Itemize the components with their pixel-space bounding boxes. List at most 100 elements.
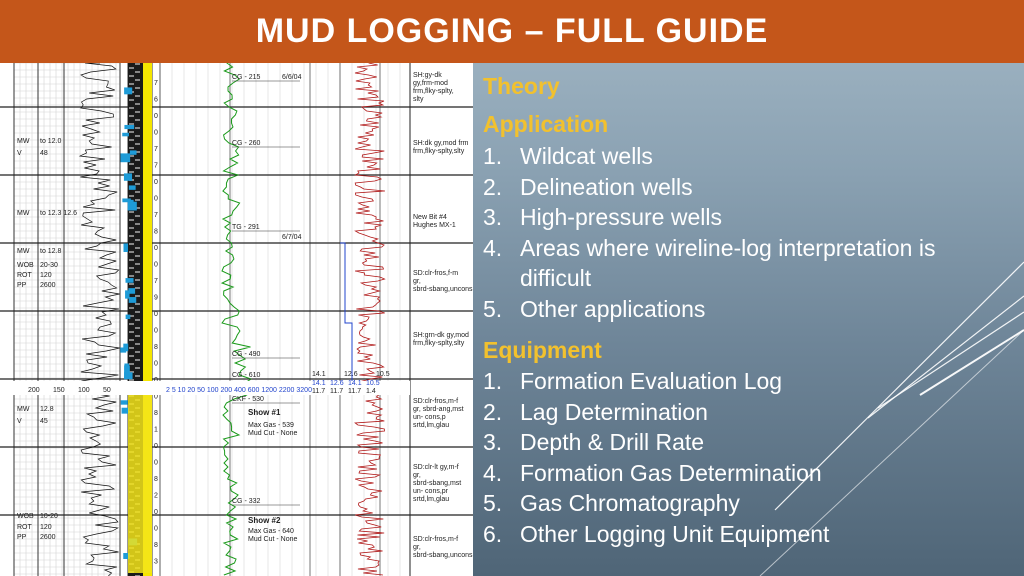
- lithology-description: SD:clr-lt gy,m-f: [413, 464, 459, 471]
- annotation-value: 12.8: [40, 406, 54, 413]
- cuttings-mark: [120, 153, 131, 163]
- annotation-value: to 12.0: [40, 138, 62, 145]
- cuttings-mark: [128, 297, 137, 303]
- annotation-label: MW: [17, 138, 30, 145]
- list-item: 3. High-pressure wells: [483, 204, 722, 230]
- list-item: 4. Formation Gas Determination: [483, 459, 822, 486]
- lithology-description: gy,frm-mod: [413, 80, 448, 87]
- annotation-value: 48: [40, 150, 48, 157]
- gas-label: CG - 490: [232, 351, 261, 358]
- depth-digit: 0: [154, 526, 158, 533]
- depth-digit: 0: [154, 262, 158, 269]
- lithology-sand: [143, 63, 152, 576]
- gas-label: CKF - 530: [232, 396, 264, 403]
- cuttings-mark: [123, 343, 129, 352]
- cuttings-mark: [124, 363, 129, 373]
- depth-digit: 8: [154, 542, 158, 549]
- lithology-description: SD:clr-fros,m-f: [413, 398, 458, 405]
- show-cut: Mud Cut - None: [248, 430, 298, 437]
- total-gas-curve: [220, 63, 253, 576]
- depth-digit: 7: [154, 278, 158, 285]
- depth-digit: 7: [154, 163, 158, 170]
- cuttings-mark: [129, 199, 134, 205]
- mud-weight-step: [340, 242, 353, 393]
- list-item: 5. Other applications: [483, 295, 706, 322]
- depth-digit: 0: [154, 130, 158, 137]
- depth-digit: 8: [154, 229, 158, 236]
- lithology-description: SD:clr-fros,f-m: [413, 270, 458, 277]
- scale-label: 100: [78, 387, 90, 394]
- list-item: 2. Lag Determination: [483, 398, 708, 425]
- log-date: 6/7/04: [282, 234, 302, 241]
- cuttings-mark: [124, 87, 133, 95]
- lithology-description: gr,: [413, 278, 421, 285]
- lithology-description: gr,: [413, 472, 421, 479]
- theory-heading: Theory: [483, 73, 560, 99]
- list-item: 2. Delineation wells: [483, 173, 693, 200]
- list-item: 4. Areas where wireline-log interpretatio…: [483, 234, 936, 292]
- scale-value: 11.7: [330, 388, 343, 395]
- list-item: 3. Depth & Drill Rate: [483, 429, 705, 455]
- depth-digit: 0: [154, 179, 158, 186]
- scale-value: 12.6: [330, 380, 344, 387]
- list-item: 5. Gas Chromatography: [483, 490, 740, 516]
- depth-digit: 8: [154, 476, 158, 483]
- cuttings-mark: [122, 198, 131, 203]
- cuttings-mark: [125, 278, 134, 283]
- annotation-value: to 12.8: [40, 248, 62, 255]
- depth-digit: 0: [154, 394, 158, 401]
- application-list: 1. Wildcat wells 2. Delineation wells 3. Hi…: [483, 141, 1013, 324]
- scale-band: [0, 381, 410, 395]
- annotation-label: PP: [17, 534, 27, 541]
- annotation-value: 45: [40, 418, 48, 425]
- lithology-description: gr, sbrd-ang,mst: [413, 406, 464, 413]
- annotation-label: ROT: [17, 272, 33, 279]
- annotation-label: MW: [17, 406, 30, 413]
- slide-title: MUD LOGGING – FULL GUIDE: [255, 12, 769, 50]
- depth-digit: 8: [154, 410, 158, 417]
- lithology-description: frm,flky-splty,slty: [413, 340, 465, 347]
- chromatograph-curve: [354, 63, 386, 576]
- scale-value: 14.1: [312, 380, 326, 387]
- depth-digit: 0: [154, 196, 158, 203]
- annotation-label: MW: [17, 210, 30, 217]
- depth-digit: 0: [154, 328, 158, 335]
- annotation-label: WOB: [17, 262, 34, 269]
- lithology-description: slty: [413, 96, 424, 103]
- depth-digit: 0: [154, 361, 158, 368]
- cuttings-mark: [124, 372, 133, 380]
- cuttings-mark: [121, 407, 129, 414]
- lithology-description: SD:clr-fros,m-f: [413, 536, 458, 543]
- annotation-label: WOB: [17, 513, 34, 520]
- log-date: 6/6/04: [282, 74, 302, 81]
- cuttings-mark: [124, 124, 135, 130]
- depth-digit: 3: [154, 559, 158, 566]
- cuttings-mark: [123, 173, 133, 181]
- gas-scale: 2 5 10 20 50 100 200 400 600 1200 2200 3…: [166, 387, 312, 394]
- cuttings-mark: [120, 347, 127, 353]
- scale-value: 12.6: [344, 371, 358, 378]
- depth-digit: 7: [154, 212, 158, 219]
- lithology-description: frm,flky-splty,: [413, 88, 454, 95]
- cuttings-mark: [128, 288, 136, 294]
- cuttings-mark: [123, 553, 130, 559]
- gas-label: CG - 610: [232, 372, 261, 379]
- gas-label: CG - 260: [232, 140, 261, 147]
- depth-digit: 0: [154, 245, 158, 252]
- annotation-label: MW: [17, 248, 30, 255]
- equipment-heading: Equipment: [483, 337, 602, 363]
- gas-label: CG - 215: [232, 74, 261, 81]
- annotation-value: 20-30: [40, 262, 58, 269]
- drill-rate-curve: [78, 63, 120, 576]
- depth-digit: 2: [154, 493, 158, 500]
- gas-label: TG - 291: [232, 224, 260, 231]
- lithology-description: sbrd-sbang,mst: [413, 480, 461, 487]
- depth-digit: 0: [154, 311, 158, 318]
- lithology-description: New Bit #4: [413, 214, 447, 221]
- lithology-description: gr,: [413, 544, 421, 551]
- cuttings-mark: [129, 150, 137, 155]
- scale-value: 14.1: [348, 380, 362, 387]
- list-item: 6. Other Logging Unit Equipment: [483, 520, 830, 547]
